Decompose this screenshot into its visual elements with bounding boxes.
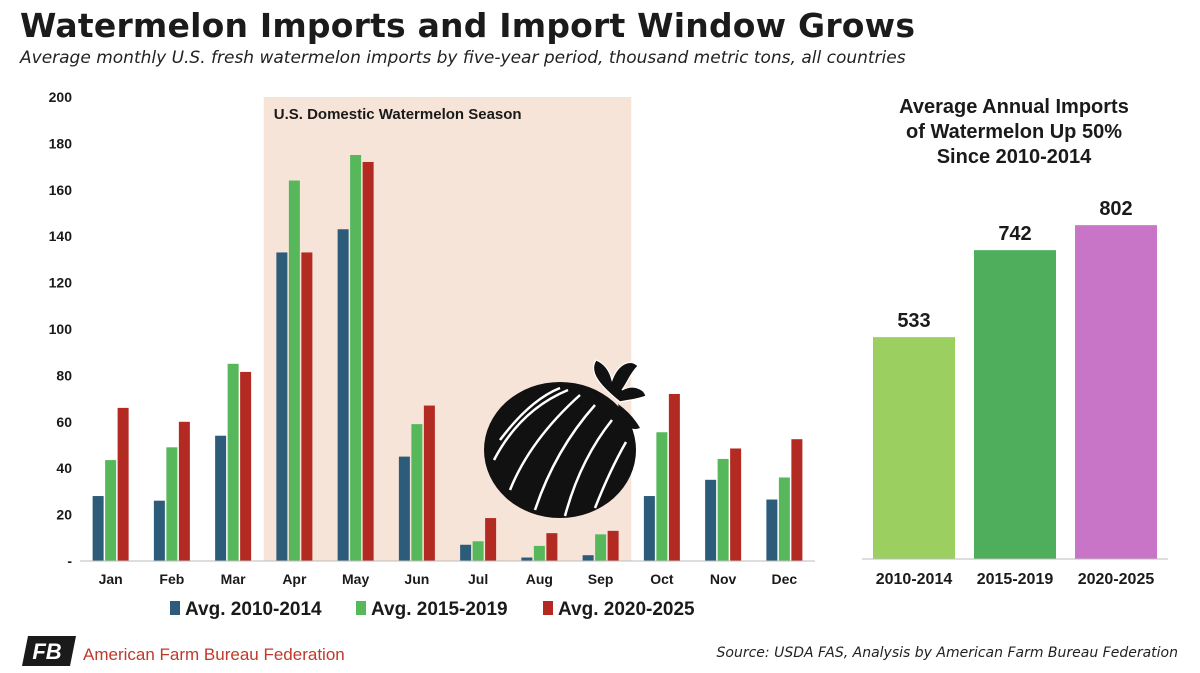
- bar-jun-series-3: [423, 405, 435, 561]
- bar-jun-series-2: [411, 424, 423, 561]
- bar-feb-series-1: [153, 500, 165, 561]
- x-tick-label: Apr: [282, 571, 307, 587]
- x-tick-label: Dec: [772, 571, 798, 587]
- bar-nov-series-2: [717, 458, 729, 561]
- annual-chart-title: Average Annual Imports of Watermelon Up 5…: [899, 96, 1129, 168]
- bar-aug-series-1: [521, 557, 533, 561]
- bar-jul-series-2: [472, 541, 484, 561]
- annual-x-label: 2020-2025: [1078, 571, 1155, 588]
- bar-apr-series-1: [276, 252, 288, 561]
- bar-may-series-3: [362, 161, 374, 561]
- annual-data-label: 533: [897, 310, 930, 332]
- annual-imports-chart: Average Annual Imports of Watermelon Up 5…: [862, 96, 1168, 588]
- domestic-season-label: U.S. Domestic Watermelon Season: [274, 106, 522, 123]
- bar-jan-series-1: [92, 496, 104, 561]
- legend-label: Avg. 2020-2025: [558, 599, 695, 620]
- legend-swatch: [170, 601, 180, 615]
- annual-bar-2020-2025: [1075, 225, 1157, 560]
- x-tick-label: Feb: [159, 571, 184, 587]
- bar-oct-series-3: [668, 393, 680, 561]
- y-tick-label: 120: [49, 275, 73, 291]
- y-tick-label: 20: [56, 507, 72, 523]
- bar-oct-series-1: [643, 496, 655, 561]
- bar-nov-series-1: [705, 479, 717, 561]
- annual-bar-2015-2019: [974, 250, 1056, 559]
- watermelon-icon: [484, 359, 647, 518]
- annual-title-line: Average Annual Imports: [899, 96, 1129, 118]
- page-subtitle: Average monthly U.S. fresh watermelon im…: [20, 48, 906, 68]
- footer-org: American Farm Bureau Federation: [83, 645, 345, 664]
- bar-aug-series-2: [533, 545, 545, 561]
- x-tick-label: Aug: [526, 571, 553, 587]
- x-tick-label: Sep: [588, 571, 614, 587]
- monthly-imports-chart: U.S. Domestic Watermelon Season - 20 40 60 8…: [49, 89, 815, 620]
- y-tick-label: 60: [56, 414, 72, 430]
- bar-apr-series-3: [301, 252, 313, 561]
- y-tick-label: 40: [56, 460, 72, 476]
- bar-dec-series-1: [766, 499, 778, 561]
- y-tick-label: 180: [49, 135, 73, 151]
- bar-dec-series-2: [778, 477, 790, 561]
- bar-jun-series-1: [398, 456, 410, 561]
- y-axis: - 20 40 60 80 100 120 140 160 180 200: [49, 89, 73, 569]
- annual-data-label: 802: [1099, 198, 1132, 220]
- afbf-logo: FB: [22, 636, 76, 666]
- bar-mar-series-3: [240, 371, 252, 561]
- monthly-bars: [92, 155, 803, 562]
- legend-swatch: [543, 601, 553, 615]
- annual-bar-2010-2014: [873, 337, 955, 559]
- y-tick-label: -: [67, 553, 72, 569]
- footer-source: Source: USDA FAS, Analysis by American F…: [716, 645, 1178, 661]
- x-tick-label: Jan: [99, 571, 123, 587]
- x-tick-label: May: [342, 571, 369, 587]
- x-tick-label: Mar: [221, 571, 246, 587]
- bar-jan-series-3: [117, 407, 129, 561]
- y-tick-label: 200: [49, 89, 73, 105]
- y-tick-label: 100: [49, 321, 73, 337]
- bar-jul-series-1: [460, 544, 472, 561]
- bar-feb-series-3: [178, 421, 190, 561]
- bar-feb-series-2: [166, 447, 178, 561]
- annual-x-label: 2015-2019: [977, 571, 1054, 588]
- annual-data-labels: 533 742 802: [897, 198, 1132, 332]
- legend-label: Avg. 2010-2014: [185, 599, 322, 620]
- x-tick-label: Oct: [650, 571, 674, 587]
- bar-aug-series-3: [546, 533, 558, 561]
- bar-sep-series-1: [582, 555, 594, 561]
- bar-jul-series-3: [485, 518, 497, 561]
- x-axis-labels: Jan Feb Mar Apr May Jun Jul Aug Sep Oct Nov Dec: [99, 571, 798, 587]
- bar-mar-series-2: [227, 363, 239, 561]
- annual-title-line: Since 2010-2014: [937, 146, 1092, 168]
- page-title: Watermelon Imports and Import Window Gro…: [20, 6, 916, 45]
- bar-may-series-1: [337, 229, 349, 562]
- bar-oct-series-2: [656, 432, 668, 561]
- y-tick-label: 80: [56, 367, 72, 383]
- annual-bars: [873, 225, 1157, 560]
- y-tick-label: 140: [49, 228, 73, 244]
- x-tick-label: Jul: [468, 571, 488, 587]
- annual-x-labels: 2010-2014 2015-2019 2020-2025: [876, 571, 1155, 588]
- x-tick-label: Nov: [710, 571, 737, 587]
- bar-may-series-2: [350, 155, 362, 561]
- bar-dec-series-3: [791, 439, 803, 561]
- annual-data-label: 742: [998, 223, 1031, 245]
- annual-title-line: of Watermelon Up 50%: [906, 121, 1122, 143]
- y-tick-label: 160: [49, 182, 73, 198]
- annual-x-label: 2010-2014: [876, 571, 953, 588]
- bar-sep-series-3: [607, 530, 619, 561]
- x-tick-label: Jun: [404, 571, 429, 587]
- bar-mar-series-1: [215, 435, 227, 561]
- bar-sep-series-2: [595, 534, 607, 561]
- bar-jan-series-2: [105, 460, 117, 561]
- bar-apr-series-2: [288, 180, 300, 561]
- bar-nov-series-3: [730, 448, 742, 561]
- afbf-logo-text: FB: [32, 639, 61, 664]
- legend-label: Avg. 2015-2019: [371, 599, 508, 620]
- legend-swatch: [356, 601, 366, 615]
- legend: Avg. 2010-2014 Avg. 2015-2019 Avg. 2020-20…: [170, 599, 695, 620]
